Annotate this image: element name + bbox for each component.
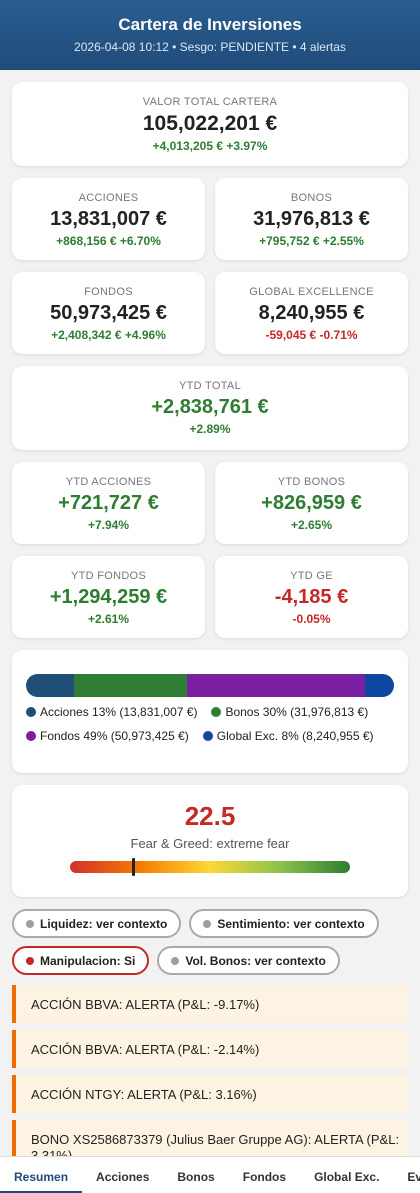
card-label: YTD ACCIONES — [65, 476, 152, 488]
legend-dot-icon — [26, 731, 36, 741]
card-change: +795,752 € +2.55% — [259, 234, 364, 248]
total-value-card: VALOR TOTAL CARTERA 105,022,201 € +4,013… — [12, 82, 408, 166]
card-label: YTD GE — [290, 570, 333, 582]
app-header: Cartera de Inversiones 2026-04-08 10:12 … — [0, 0, 420, 70]
legend-label: Global Exc. 8% (8,240,955 €) — [216, 729, 374, 743]
allocation-card: Acciones 13% (13,831,007 €) Bonos 30% (3… — [12, 650, 408, 773]
alerts-list: ACCIÓN BBVA: ALERTA (P&L: -9.17%) ACCIÓN… — [12, 985, 408, 1164]
alert-item[interactable]: ACCIÓN BBVA: ALERTA (P&L: -9.17%) — [12, 985, 408, 1023]
alert-item[interactable]: ACCIÓN NTGY: ALERTA (P&L: 3.16%) — [12, 1075, 408, 1113]
chip-label: Liquidez: ver contexto — [40, 916, 168, 931]
tab-resumen[interactable]: Resumen — [0, 1157, 83, 1193]
ytd-acciones-card: YTD ACCIONES +721,727 € +7.94% — [12, 462, 205, 544]
legend-item-acciones: Acciones 13% (13,831,007 €) — [26, 705, 197, 719]
gauge-needle — [132, 858, 135, 876]
status-dot-icon — [203, 919, 212, 928]
tab-bonos[interactable]: Bonos — [177, 1170, 215, 1184]
card-value: 50,973,425 € — [50, 302, 167, 324]
allocation-segment-fondos — [186, 674, 366, 697]
ytd-row-2: YTD FONDOS +1,294,259 € +2.61% YTD GE -4… — [12, 556, 408, 638]
status-dot-icon — [26, 919, 34, 928]
tab-evolucion[interactable]: Evolución — [407, 1170, 420, 1184]
page-title: Cartera de Inversiones — [118, 15, 302, 34]
fear-greed-score: 22.5 — [184, 801, 236, 831]
card-label: BONOS — [290, 192, 333, 204]
allocation-legend: Acciones 13% (13,831,007 €) Bonos 30% (3… — [26, 705, 394, 753]
holdings-row-1: ACCIONES 13,831,007 € +868,156 € +6.70% … — [12, 178, 408, 260]
chip-sentimiento[interactable]: Sentimiento: ver contexto — [189, 909, 379, 938]
total-change: +4,013,205 € +3.97% — [152, 139, 268, 153]
global-excellence-card: GLOBAL EXCELLENCE 8,240,955 € -59,045 € … — [215, 272, 408, 354]
allocation-segment-global-exc — [365, 674, 394, 697]
legend-label: Fondos 49% (50,973,425 €) — [40, 729, 189, 743]
fear-greed-card: 22.5 Fear & Greed: extreme fear — [12, 785, 408, 897]
acciones-card: ACCIONES 13,831,007 € +868,156 € +6.70% — [12, 178, 205, 260]
card-change: +868,156 € +6.70% — [56, 234, 161, 248]
legend-item-fondos: Fondos 49% (50,973,425 €) — [26, 729, 189, 743]
ytd-fondos-card: YTD FONDOS +1,294,259 € +2.61% — [12, 556, 205, 638]
fondos-card: FONDOS 50,973,425 € +2,408,342 € +4.96% — [12, 272, 205, 354]
ytd-total-card: YTD TOTAL +2,838,761 € +2.89% — [12, 366, 408, 450]
card-label: GLOBAL EXCELLENCE — [249, 286, 374, 298]
card-value: +1,294,259 € — [49, 586, 168, 608]
chip-liquidez[interactable]: Liquidez: ver contexto — [12, 909, 182, 938]
card-value: 8,240,955 € — [258, 302, 365, 324]
allocation-bar — [26, 674, 394, 697]
total-value-label: VALOR TOTAL CARTERA — [142, 96, 278, 108]
card-value: +721,727 € — [58, 492, 159, 514]
ytd-bonos-card: YTD BONOS +826,959 € +2.65% — [215, 462, 408, 544]
ytd-ge-card: YTD GE -4,185 € -0.05% — [215, 556, 408, 638]
holdings-row-2: FONDOS 50,973,425 € +2,408,342 € +4.96% … — [12, 272, 408, 354]
ytd-total-label: YTD TOTAL — [179, 380, 241, 392]
fear-greed-gauge — [70, 858, 350, 876]
card-label: YTD BONOS — [277, 476, 346, 488]
legend-label: Acciones 13% (13,831,007 €) — [40, 705, 198, 719]
card-change: +2.65% — [290, 518, 333, 532]
tab-fondos[interactable]: Fondos — [242, 1170, 287, 1184]
status-dot-icon — [26, 956, 34, 965]
card-value: 13,831,007 € — [50, 208, 167, 230]
bonos-card: BONOS 31,976,813 € +795,752 € +2.55% — [215, 178, 408, 260]
chip-label: Sentimiento: ver contexto — [217, 916, 365, 931]
legend-label: Bonos 30% (31,976,813 €) — [225, 705, 369, 719]
card-label: YTD FONDOS — [70, 570, 147, 582]
chip-manipulacion[interactable]: Manipulacion: Si — [12, 946, 150, 975]
ytd-total-value: +2,838,761 € — [151, 396, 269, 418]
fear-greed-label: Fear & Greed: extreme fear — [130, 836, 290, 851]
tab-acciones[interactable]: Acciones — [96, 1170, 150, 1184]
card-change: +2,408,342 € +4.96% — [51, 328, 166, 342]
chip-label: Manipulacion: Si — [40, 953, 136, 968]
card-value: +826,959 € — [261, 492, 362, 514]
status-dot-icon — [171, 956, 180, 965]
bottom-tab-bar: Resumen Acciones Bonos Fondos Global Exc… — [0, 1156, 420, 1193]
card-change: -0.05% — [292, 612, 331, 626]
ytd-row-1: YTD ACCIONES +721,727 € +7.94% YTD BONOS… — [12, 462, 408, 544]
legend-dot-icon — [26, 707, 36, 717]
card-change: +7.94% — [87, 518, 130, 532]
dashboard-content: VALOR TOTAL CARTERA 105,022,201 € +4,013… — [0, 70, 420, 1164]
card-change: +2.61% — [87, 612, 130, 626]
chip-label: Vol. Bonos: ver contexto — [185, 953, 326, 968]
allocation-segment-acciones — [26, 674, 75, 697]
card-value: 31,976,813 € — [253, 208, 370, 230]
legend-dot-icon — [202, 731, 213, 741]
legend-item-global-exc: Global Exc. 8% (8,240,955 €) — [202, 729, 374, 743]
legend-dot-icon — [211, 707, 222, 717]
card-change: -59,045 € -0.71% — [265, 328, 358, 342]
card-label: FONDOS — [84, 286, 133, 298]
indicator-chips: Liquidez: ver contexto Sentimiento: ver … — [12, 909, 408, 975]
ytd-total-change: +2.89% — [189, 422, 231, 436]
tab-global-exc[interactable]: Global Exc. — [314, 1170, 380, 1184]
total-value: 105,022,201 € — [142, 112, 278, 135]
chip-vol-bonos[interactable]: Vol. Bonos: ver contexto — [157, 946, 340, 975]
allocation-segment-bonos — [74, 674, 187, 697]
card-label: ACCIONES — [78, 192, 139, 204]
card-value: -4,185 € — [274, 586, 349, 608]
page-subtitle: 2026-04-08 10:12 • Sesgo: PENDIENTE • 4 … — [74, 40, 346, 54]
legend-item-bonos: Bonos 30% (31,976,813 €) — [211, 705, 368, 719]
alert-item[interactable]: ACCIÓN BBVA: ALERTA (P&L: -2.14%) — [12, 1030, 408, 1068]
